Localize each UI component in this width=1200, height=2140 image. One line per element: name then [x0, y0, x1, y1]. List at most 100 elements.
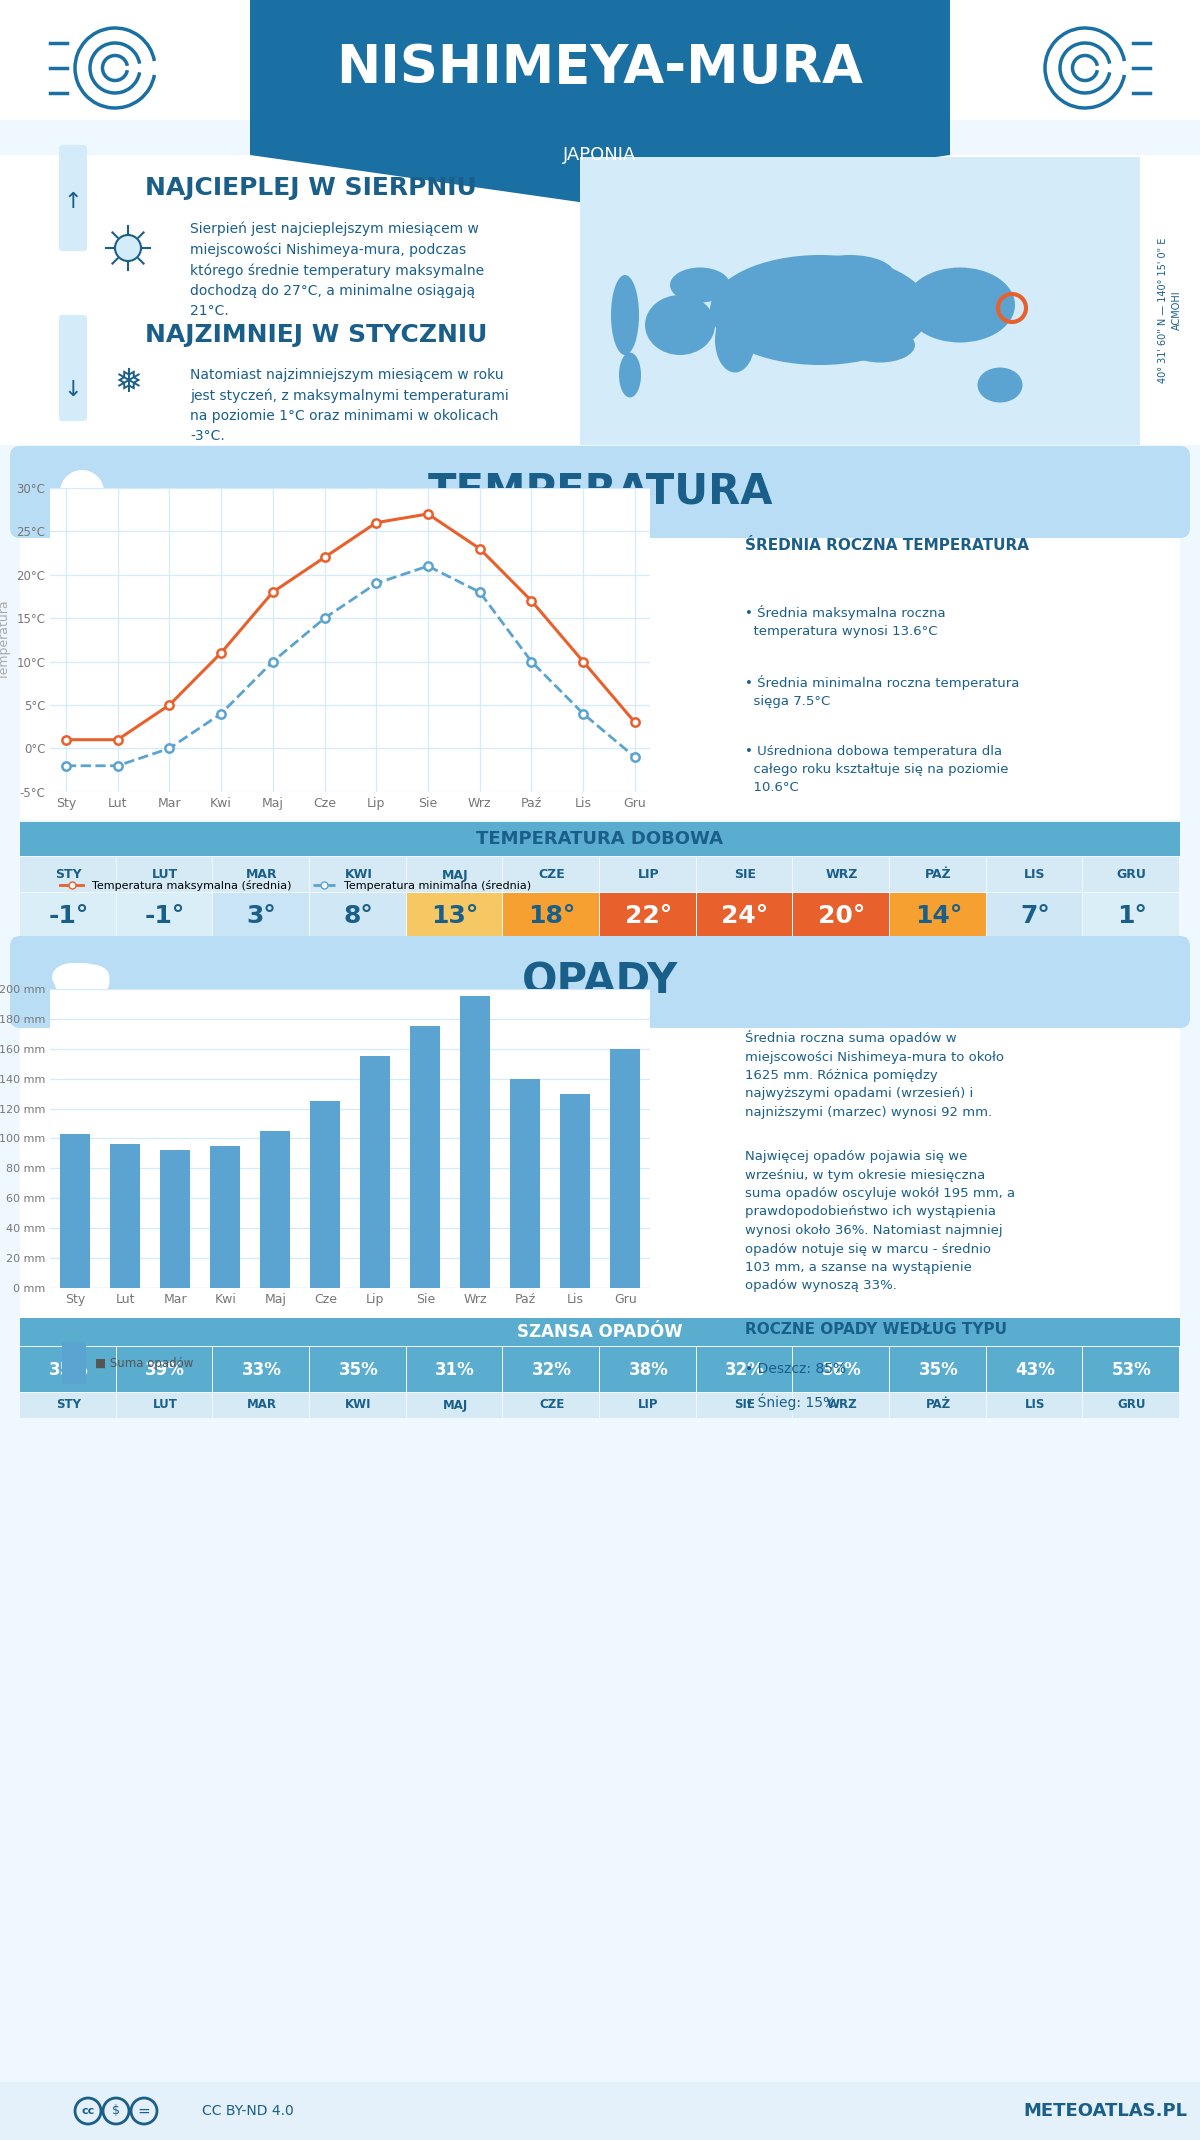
Bar [986, 856, 1082, 892]
Bar [600, 1346, 696, 1391]
Text: ❅: ❅ [114, 366, 142, 400]
Legend: Temperatura maksymalna (średnia), Temperatura minimalna (średnia): Temperatura maksymalna (średnia), Temper… [56, 875, 536, 897]
Text: 3°: 3° [247, 903, 277, 929]
Bar [560, 1094, 590, 1288]
Text: LUT: LUT [152, 869, 178, 882]
Text: 24°: 24° [721, 903, 769, 929]
Bar [310, 892, 406, 939]
Text: JAPONIA: JAPONIA [563, 146, 637, 165]
Text: GRU: GRU [1117, 869, 1147, 882]
Bar [461, 995, 491, 1288]
Ellipse shape [646, 295, 715, 355]
Bar [214, 892, 310, 939]
Text: MAJ: MAJ [443, 1400, 468, 1412]
Text: 1°: 1° [1117, 903, 1147, 929]
Text: ■ Suma opadów: ■ Suma opadów [96, 1357, 193, 1370]
Bar [1084, 856, 1180, 892]
Text: MAR: MAR [247, 1400, 277, 1412]
Circle shape [50, 460, 114, 524]
Bar [503, 1393, 599, 1419]
FancyBboxPatch shape [59, 146, 88, 250]
Text: ↓: ↓ [64, 381, 83, 400]
Bar [310, 1393, 406, 1419]
Bar [793, 1346, 889, 1391]
Text: • Średnia minimalna roczna temperatura
  sięga 7.5°C: • Średnia minimalna roczna temperatura s… [745, 674, 1019, 708]
Bar [580, 156, 1140, 445]
Text: $: $ [112, 2104, 120, 2116]
Bar [407, 1346, 503, 1391]
Ellipse shape [74, 965, 109, 989]
Bar [503, 892, 599, 939]
Bar [407, 892, 503, 939]
Text: ↑: ↑ [64, 193, 83, 212]
Bar [20, 1002, 1180, 1320]
Text: WRZ: WRZ [826, 869, 858, 882]
Bar [0, 154, 1200, 445]
Text: NISHIMEYA-MURA: NISHIMEYA-MURA [336, 43, 864, 94]
Text: Najwięcej opadów pojawia się we
wrześniu, w tym okresie miesięczna
suma opadów o: Najwięcej opadów pojawia się we wrześniu… [745, 1149, 1015, 1293]
Text: MAJ: MAJ [442, 869, 468, 882]
Bar [600, 892, 696, 939]
Bar [793, 892, 889, 939]
Text: -1°: -1° [145, 903, 185, 929]
Bar [0, 2082, 1200, 2140]
Text: STY: STY [56, 1400, 80, 1412]
Bar [410, 1025, 440, 1288]
Circle shape [60, 471, 104, 514]
Text: NAJZIMNIEJ W STYCZNIU: NAJZIMNIEJ W STYCZNIU [145, 323, 487, 347]
Bar [110, 1145, 140, 1288]
Text: TEMPERATURA: TEMPERATURA [427, 471, 773, 514]
Bar [1084, 892, 1180, 939]
Ellipse shape [54, 963, 109, 1002]
Text: Sierpień jest najcieplejszym miesiącem w
miejscowości Nishimeya-mura, podczas
kt: Sierpień jest najcieplejszym miesiącem w… [190, 223, 484, 319]
Polygon shape [250, 0, 950, 205]
Text: CZE: CZE [539, 869, 565, 882]
Bar [0, 0, 1200, 120]
Ellipse shape [905, 268, 1015, 342]
Text: CZE: CZE [539, 1400, 564, 1412]
Bar [503, 856, 599, 892]
Text: cc: cc [82, 2106, 95, 2116]
Text: LIP: LIP [638, 1400, 659, 1412]
Bar [986, 1346, 1082, 1391]
Text: -1°: -1° [48, 903, 89, 929]
Ellipse shape [670, 268, 730, 302]
Text: SIE: SIE [734, 869, 756, 882]
Text: KWI: KWI [346, 1400, 372, 1412]
Text: OPADY: OPADY [522, 961, 678, 1004]
Ellipse shape [978, 368, 1022, 402]
Text: 22°: 22° [625, 903, 672, 929]
Ellipse shape [619, 353, 641, 398]
Bar [697, 892, 792, 939]
Text: SZANSA OPADÓW: SZANSA OPADÓW [517, 1323, 683, 1342]
Ellipse shape [715, 308, 755, 372]
Bar [986, 1393, 1082, 1419]
Bar [116, 856, 212, 892]
Text: PAŻ: PAŻ [925, 869, 952, 882]
Text: • Śnieg: 15%: • Śnieg: 15% [745, 1393, 836, 1410]
Text: =: = [138, 2104, 150, 2119]
Text: 38%: 38% [629, 1361, 668, 1378]
Bar [260, 1130, 290, 1288]
Bar [1084, 1346, 1180, 1391]
Bar [214, 856, 310, 892]
Bar [697, 1346, 792, 1391]
Ellipse shape [611, 276, 640, 355]
Bar [407, 1393, 503, 1419]
Text: TEMPERATURA DOBOWA: TEMPERATURA DOBOWA [476, 830, 724, 847]
Ellipse shape [710, 255, 930, 366]
Bar [210, 1145, 240, 1288]
Bar [600, 1393, 696, 1419]
Text: LIS: LIS [1025, 1400, 1045, 1412]
FancyBboxPatch shape [10, 935, 1190, 1027]
Bar [503, 1346, 599, 1391]
Text: 39%: 39% [145, 1361, 185, 1378]
Bar [116, 892, 212, 939]
Bar [890, 1346, 985, 1391]
Bar [697, 1393, 792, 1419]
Text: • Deszcz: 85%: • Deszcz: 85% [745, 1361, 846, 1376]
Bar [310, 1346, 406, 1391]
Bar [20, 516, 1180, 820]
Bar [20, 1318, 1180, 1346]
Bar [116, 1346, 212, 1391]
